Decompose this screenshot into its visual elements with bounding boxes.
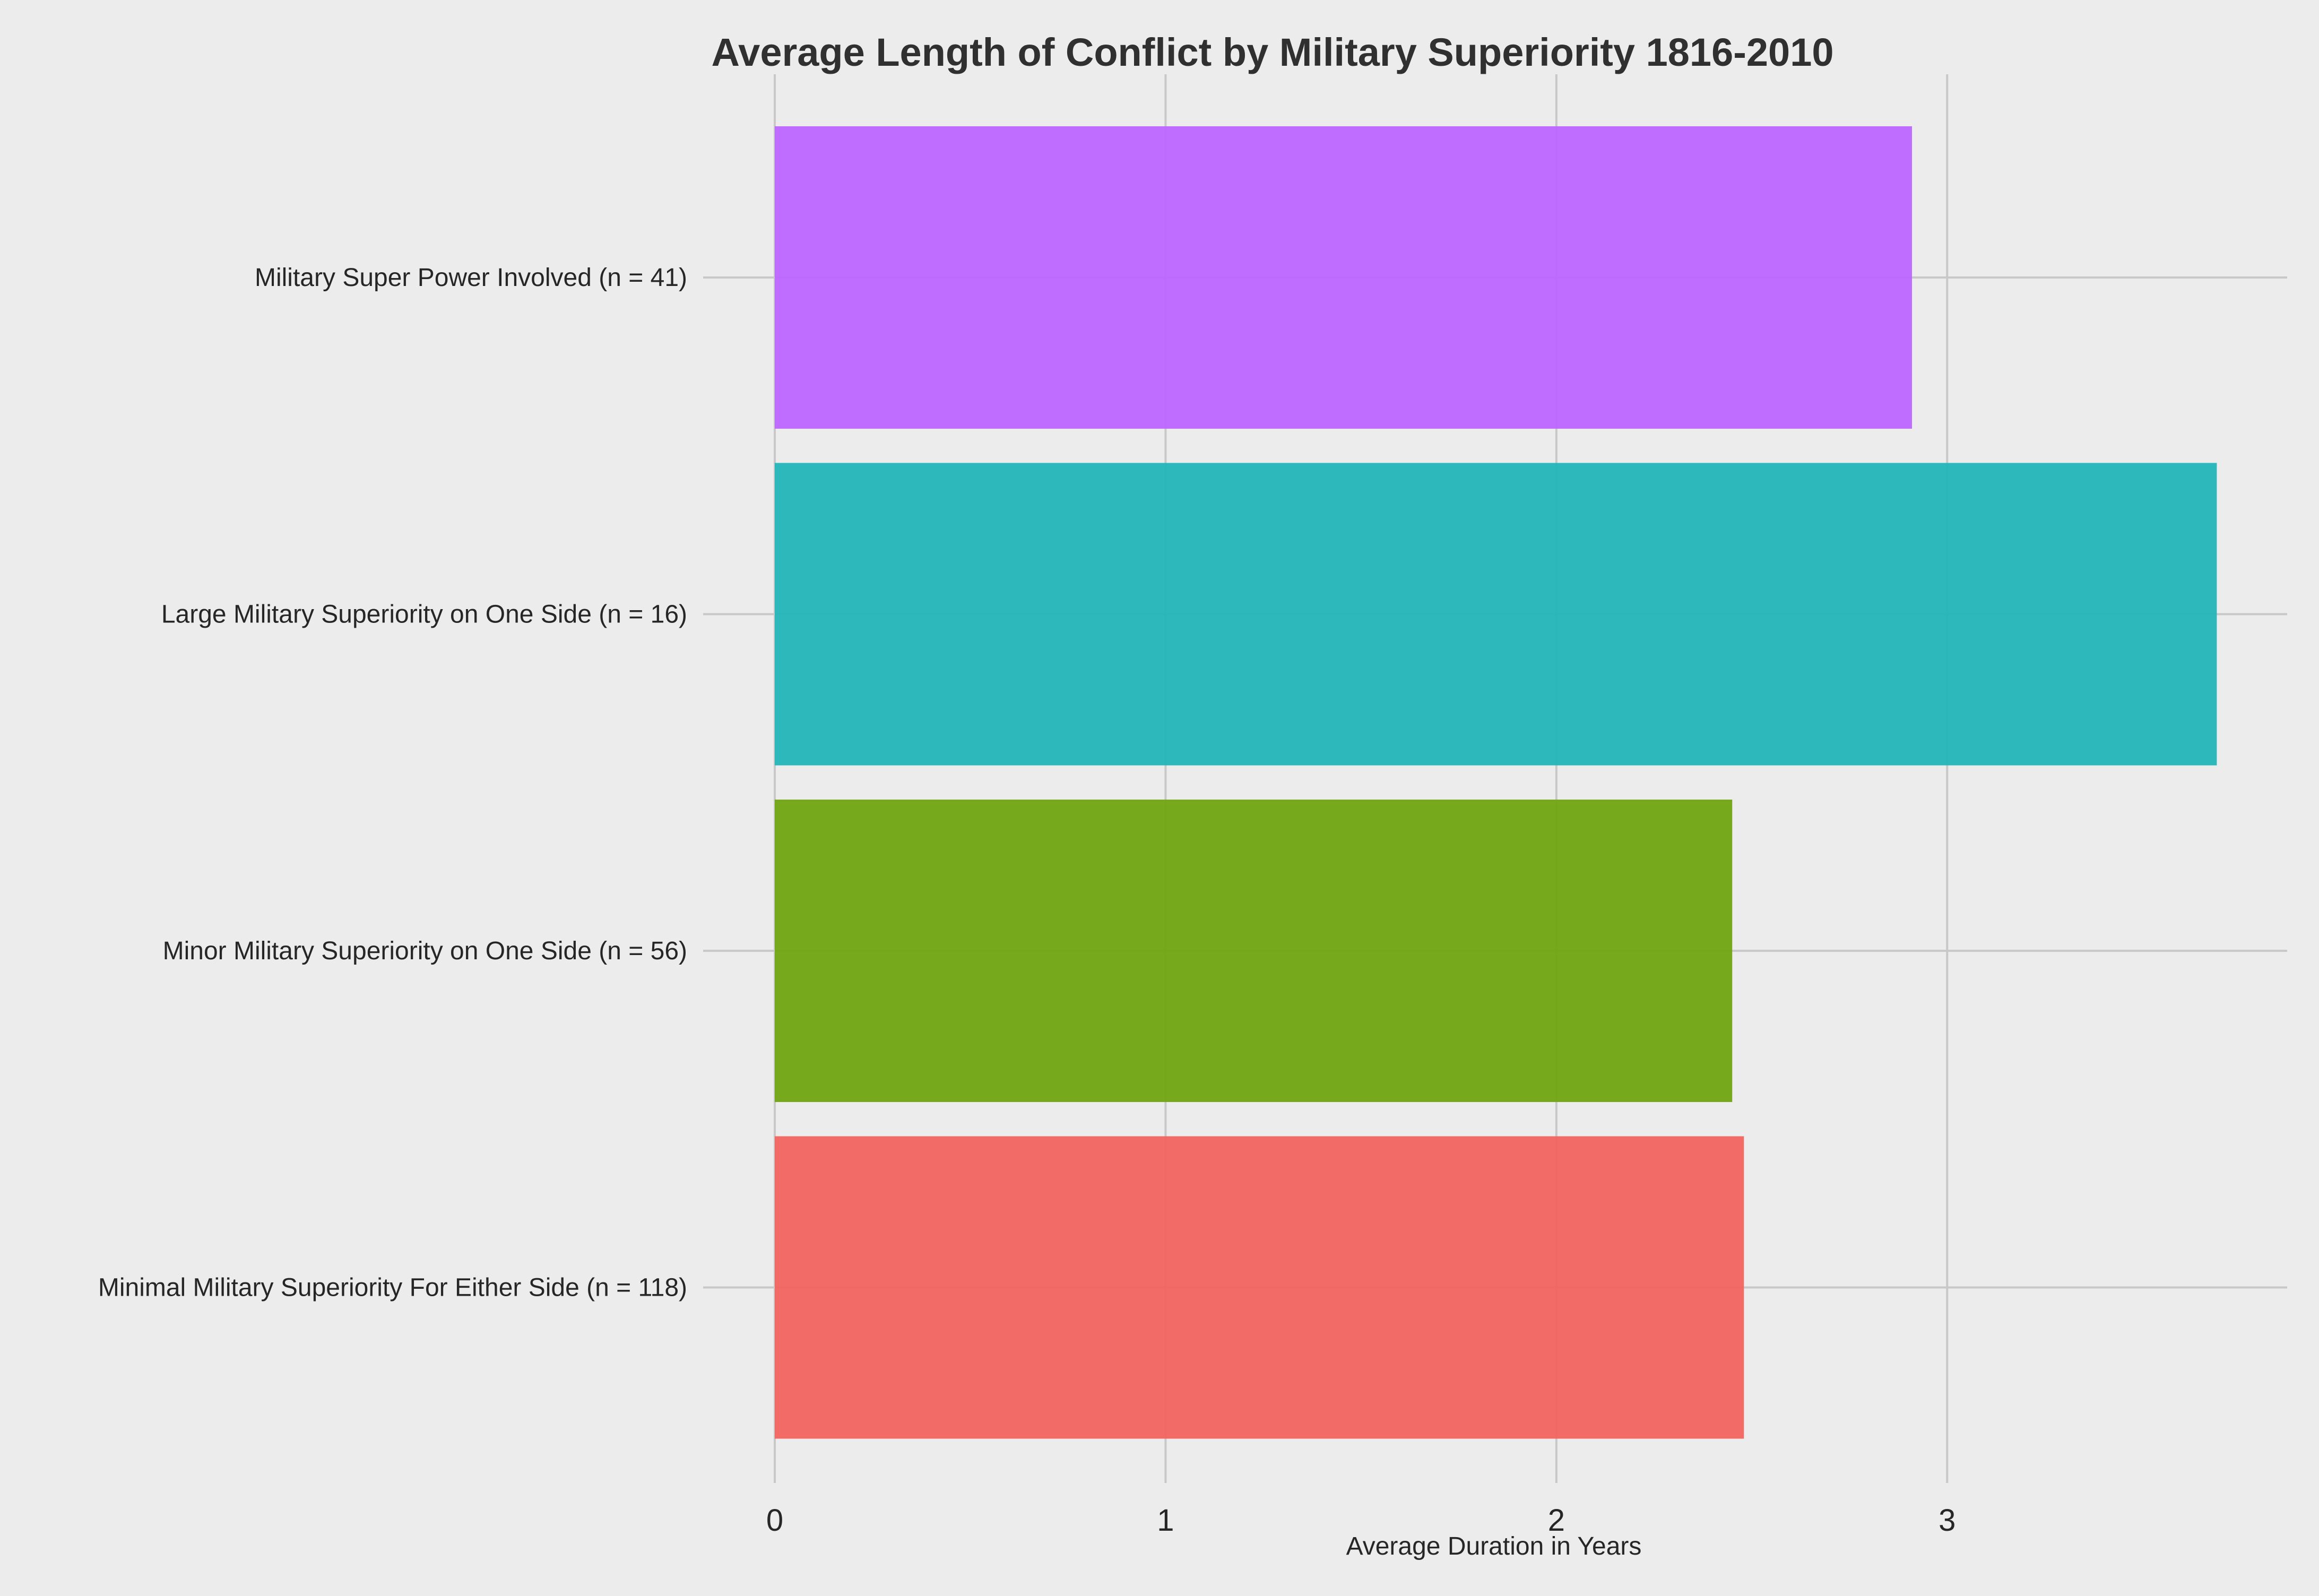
bar (775, 463, 2217, 766)
category-label: Minimal Military Superiority For Either … (98, 1274, 687, 1302)
category-label: Military Super Power Involved (n = 41) (255, 264, 687, 292)
x-tick-label: 1 (1157, 1503, 1174, 1538)
chart-title: Average Length of Conflict by Military S… (711, 30, 1833, 74)
x-tick-label: 0 (766, 1503, 783, 1538)
bars (775, 126, 2217, 1439)
x-axis-title: Average Duration in Years (1346, 1532, 1642, 1560)
bar (775, 126, 1913, 429)
category-labels: Military Super Power Involved (n = 41) La… (98, 264, 687, 1302)
bar (775, 800, 1733, 1102)
x-axis-ticks: 0 1 2 3 (766, 1503, 1956, 1538)
x-tick-label: 3 (1939, 1503, 1955, 1538)
category-label: Large Military Superiority on One Side (… (161, 601, 687, 629)
category-label: Minor Military Superiority on One Side (… (163, 937, 687, 965)
bar (775, 1136, 1744, 1439)
x-tick-label: 2 (1548, 1503, 1565, 1538)
